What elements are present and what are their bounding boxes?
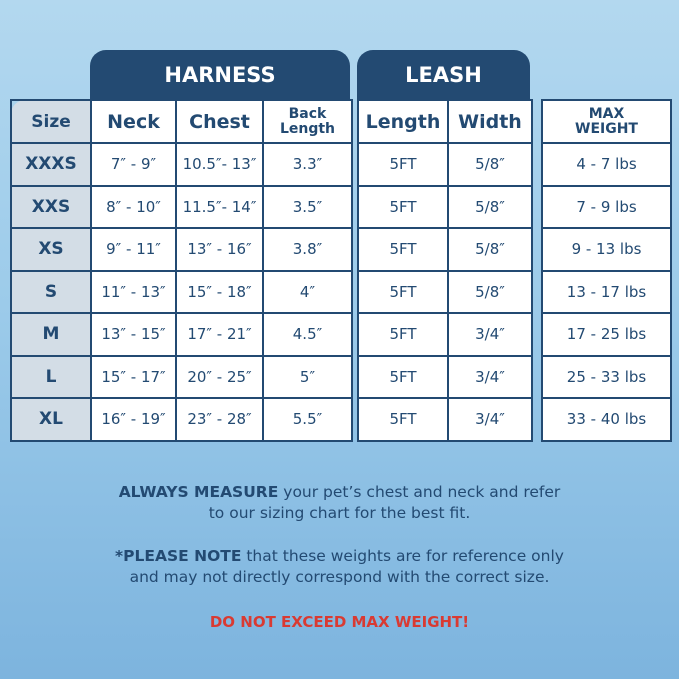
max-weight-cell: 4 - 7 lbs	[541, 142, 672, 187]
neck-cell: 9″ - 11″	[90, 227, 177, 272]
leash-width-cell: 3/4″	[447, 312, 533, 357]
chest-cell: 20″ - 25″	[175, 354, 264, 399]
table-row: XS 9″ - 11″ 13″ - 16″ 3.8″	[10, 227, 353, 272]
table-row: XXXS 7″ - 9″ 10.5″- 13″ 3.3″	[10, 142, 353, 187]
leash-width-cell: 3/4″	[447, 397, 533, 442]
length-header: Length	[357, 99, 449, 144]
leash-width-cell: 5/8″	[447, 184, 533, 229]
size-cell: XS	[10, 227, 92, 272]
max-weight-table: MAX WEIGHT 4 - 7 lbs 7 - 9 lbs 9 - 13 lbs 13…	[541, 99, 672, 442]
size-cell: XXXS	[10, 142, 92, 187]
back-length-cell: 5.5″	[262, 397, 353, 442]
table-row: M 13″ - 15″ 17″ - 21″ 4.5″	[10, 312, 353, 357]
table-row: 17 - 25 lbs	[541, 312, 672, 357]
leash-header: LEASH	[357, 50, 530, 99]
measure-note: ALWAYS MEASURE your pet’s chest and neck…	[118, 483, 561, 522]
max-weight-cell: 17 - 25 lbs	[541, 312, 672, 357]
back-length-cell: 3.3″	[262, 142, 353, 187]
max-weight-cell: 25 - 33 lbs	[541, 354, 672, 399]
chest-cell: 17″ - 21″	[175, 312, 264, 357]
leash-length-cell: 5FT	[357, 184, 449, 229]
neck-cell: 11″ - 13″	[90, 269, 177, 314]
size-cell: XXS	[10, 184, 92, 229]
size-cell: XL	[10, 397, 92, 442]
leash-length-cell: 5FT	[357, 397, 449, 442]
table-row: XL 16″ - 19″ 23″ - 28″ 5.5″	[10, 397, 353, 442]
leash-width-cell: 5/8″	[447, 142, 533, 187]
table-row: 5FT 5/8″	[357, 227, 533, 272]
table-row: 33 - 40 lbs	[541, 397, 672, 442]
table-row: 5FT 3/4″	[357, 312, 533, 357]
chest-cell: 13″ - 16″	[175, 227, 264, 272]
leash-length-cell: 5FT	[357, 227, 449, 272]
table-row: 5FT 5/8″	[357, 142, 533, 187]
table-row: L 15″ - 17″ 20″ - 25″ 5″	[10, 354, 353, 399]
back-length-cell: 3.5″	[262, 184, 353, 229]
chest-cell: 11.5″- 14″	[175, 184, 264, 229]
back-length-cell: 4″	[262, 269, 353, 314]
max-weight-header: MAX WEIGHT	[541, 99, 672, 144]
table-row: 25 - 33 lbs	[541, 354, 672, 399]
table-row: 5FT 5/8″	[357, 269, 533, 314]
chest-cell: 23″ - 28″	[175, 397, 264, 442]
neck-cell: 15″ - 17″	[90, 354, 177, 399]
size-cell: L	[10, 354, 92, 399]
table-row: XXS 8″ - 10″ 11.5″- 14″ 3.5″	[10, 184, 353, 229]
back-length-cell: 5″	[262, 354, 353, 399]
size-cell: S	[10, 269, 92, 314]
size-cell: M	[10, 312, 92, 357]
back-length-cell: 4.5″	[262, 312, 353, 357]
leash-length-cell: 5FT	[357, 269, 449, 314]
chest-header: Chest	[175, 99, 264, 144]
harness-table: Size Neck Chest Back Length XXXS 7″ - 9″ 10…	[10, 99, 353, 442]
table-row: 9 - 13 lbs	[541, 227, 672, 272]
neck-cell: 13″ - 15″	[90, 312, 177, 357]
chest-cell: 10.5″- 13″	[175, 142, 264, 187]
leash-width-cell: 5/8″	[447, 227, 533, 272]
neck-cell: 16″ - 19″	[90, 397, 177, 442]
max-weight-cell: 7 - 9 lbs	[541, 184, 672, 229]
leash-length-cell: 5FT	[357, 142, 449, 187]
leash-table: Length Width 5FT 5/8″ 5FT 5/8″ 5FT 5/8″ 5FT 5/8…	[357, 99, 533, 442]
table-row: 13 - 17 lbs	[541, 269, 672, 314]
max-weight-warning: DO NOT EXCEED MAX WEIGHT!	[209, 613, 470, 631]
leash-length-cell: 5FT	[357, 354, 449, 399]
please-note: *PLEASE NOTE that these weights are for …	[115, 547, 564, 586]
table-row: 5FT 3/4″	[357, 397, 533, 442]
table-row: 5FT 5/8″	[357, 184, 533, 229]
back-length-header: Back Length	[262, 99, 353, 144]
size-header: Size	[10, 99, 92, 144]
harness-header: HARNESS	[90, 50, 350, 99]
chest-cell: 15″ - 18″	[175, 269, 264, 314]
max-weight-cell: 9 - 13 lbs	[541, 227, 672, 272]
table-row: 7 - 9 lbs	[541, 184, 672, 229]
table-row: S 11″ - 13″ 15″ - 18″ 4″	[10, 269, 353, 314]
neck-cell: 8″ - 10″	[90, 184, 177, 229]
neck-header: Neck	[90, 99, 177, 144]
leash-width-cell: 5/8″	[447, 269, 533, 314]
back-length-cell: 3.8″	[262, 227, 353, 272]
table-row: 4 - 7 lbs	[541, 142, 672, 187]
width-header: Width	[447, 99, 533, 144]
max-weight-cell: 33 - 40 lbs	[541, 397, 672, 442]
max-weight-cell: 13 - 17 lbs	[541, 269, 672, 314]
neck-cell: 7″ - 9″	[90, 142, 177, 187]
leash-length-cell: 5FT	[357, 312, 449, 357]
table-row: 5FT 3/4″	[357, 354, 533, 399]
leash-width-cell: 3/4″	[447, 354, 533, 399]
